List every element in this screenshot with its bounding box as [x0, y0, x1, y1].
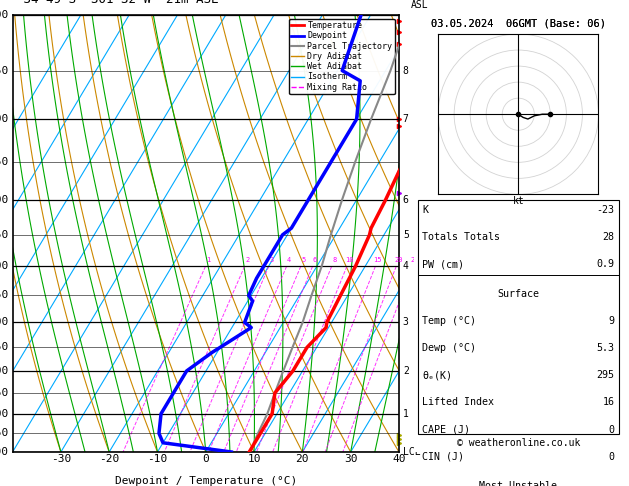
Text: 295: 295 [596, 370, 615, 380]
Text: Most Unstable: Most Unstable [479, 482, 557, 486]
Text: km
ASL: km ASL [411, 0, 428, 10]
Text: 1: 1 [206, 257, 210, 263]
Text: 600: 600 [0, 261, 9, 271]
Text: Dewpoint / Temperature (°C): Dewpoint / Temperature (°C) [114, 476, 297, 486]
Text: 500: 500 [0, 195, 9, 205]
Text: 10: 10 [345, 257, 353, 263]
Text: 4: 4 [403, 261, 409, 271]
Text: 350: 350 [0, 66, 9, 76]
Text: 1000: 1000 [0, 447, 9, 457]
Text: CIN (J): CIN (J) [422, 451, 464, 462]
Text: Lifted Index: Lifted Index [422, 398, 494, 407]
Text: -34°49'S  301°32'W  21m ASL: -34°49'S 301°32'W 21m ASL [16, 0, 219, 6]
Text: -10: -10 [147, 454, 167, 464]
Text: 900: 900 [0, 409, 9, 419]
Text: 5.3: 5.3 [596, 343, 615, 353]
Text: 20: 20 [394, 257, 403, 263]
Text: 5: 5 [403, 230, 409, 240]
Text: -20: -20 [99, 454, 120, 464]
Text: 850: 850 [0, 388, 9, 398]
Text: CAPE (J): CAPE (J) [422, 424, 470, 434]
FancyBboxPatch shape [418, 201, 618, 434]
Text: 0: 0 [608, 424, 615, 434]
Text: -30: -30 [51, 454, 71, 464]
X-axis label: kt: kt [513, 196, 524, 206]
Text: 9: 9 [608, 316, 615, 326]
Text: 7: 7 [403, 114, 409, 124]
Text: 2: 2 [245, 257, 249, 263]
Legend: Temperature, Dewpoint, Parcel Trajectory, Dry Adiabat, Wet Adiabat, Isotherm, Mi: Temperature, Dewpoint, Parcel Trajectory… [289, 19, 395, 94]
Text: 450: 450 [0, 157, 9, 167]
Text: Temp (°C): Temp (°C) [422, 316, 476, 326]
Text: LCL: LCL [403, 447, 420, 457]
Text: 20: 20 [296, 454, 309, 464]
Text: 950: 950 [0, 428, 9, 438]
Text: 0.9: 0.9 [596, 259, 615, 269]
Text: 30: 30 [344, 454, 357, 464]
Text: 3: 3 [403, 317, 409, 328]
Text: 8: 8 [332, 257, 337, 263]
Text: 750: 750 [0, 343, 9, 352]
Text: 700: 700 [0, 317, 9, 328]
Text: 300: 300 [0, 10, 9, 19]
Text: © weatheronline.co.uk: © weatheronline.co.uk [457, 437, 580, 448]
Text: 3: 3 [269, 257, 274, 263]
Text: 03.05.2024  06GMT (Base: 06): 03.05.2024 06GMT (Base: 06) [431, 19, 606, 29]
Text: Surface: Surface [498, 289, 539, 299]
Text: 400: 400 [0, 114, 9, 124]
Text: 0: 0 [608, 451, 615, 462]
Text: 800: 800 [0, 366, 9, 376]
Text: 1: 1 [403, 409, 409, 419]
Text: 25: 25 [411, 257, 420, 263]
Text: -23: -23 [596, 205, 615, 215]
Text: 6: 6 [313, 257, 317, 263]
Text: 5: 5 [301, 257, 306, 263]
Text: 15: 15 [374, 257, 382, 263]
Text: Totals Totals: Totals Totals [422, 232, 500, 242]
Text: K: K [422, 205, 428, 215]
Text: 8: 8 [403, 66, 409, 76]
Text: Dewp (°C): Dewp (°C) [422, 343, 476, 353]
Text: 10: 10 [247, 454, 261, 464]
Text: 2: 2 [403, 366, 409, 376]
Text: 550: 550 [0, 230, 9, 240]
Text: 4: 4 [287, 257, 291, 263]
Text: 28: 28 [603, 232, 615, 242]
Text: 40: 40 [392, 454, 406, 464]
Text: 650: 650 [0, 291, 9, 300]
Text: 0: 0 [203, 454, 209, 464]
Text: θₑ(K): θₑ(K) [422, 370, 452, 380]
Text: 16: 16 [603, 398, 615, 407]
Text: 03.05.2024  06GMT (Base: 06): 03.05.2024 06GMT (Base: 06) [431, 19, 606, 29]
Text: Mixing Ratio (g/kg): Mixing Ratio (g/kg) [433, 177, 443, 289]
Text: 6: 6 [403, 195, 409, 205]
Text: PW (cm): PW (cm) [422, 259, 464, 269]
